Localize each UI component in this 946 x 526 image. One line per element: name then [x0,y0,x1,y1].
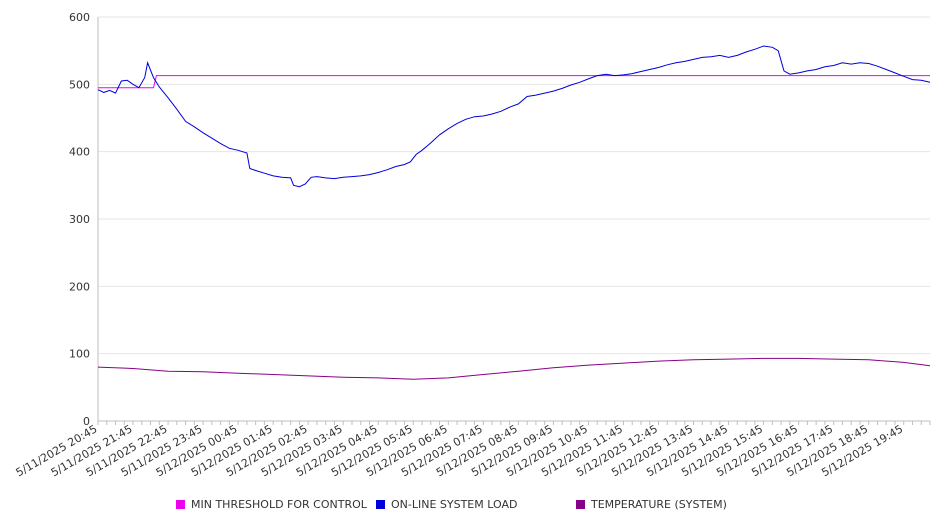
y-tick-label: 600 [69,11,90,24]
series-line-min-threshold-for-control [98,75,930,89]
axes [97,17,931,425]
y-tick-label: 500 [69,78,90,91]
series-line-temperature-system [97,357,931,380]
legend-label: ON-LINE SYSTEM LOAD [391,498,518,511]
series-lines [97,45,931,380]
y-tick-label: 400 [69,146,90,159]
legend-swatch [576,500,585,509]
y-tick-label: 0 [83,415,90,428]
y-tick-label: 200 [69,280,90,293]
series-line-on-line-system-load [97,45,931,188]
legend-label: MIN THRESHOLD FOR CONTROL [191,498,367,511]
legend-swatch [176,500,185,509]
legend-swatch [376,500,385,509]
y-axis-ticks: 0 100 200 300 400 500 600 [69,11,90,428]
legend-item: TEMPERATURE (SYSTEM) [576,498,727,511]
legend-item: MIN THRESHOLD FOR CONTROL [176,498,367,511]
chart-legend: MIN THRESHOLD FOR CONTROL ON-LINE SYSTEM … [0,498,946,514]
y-tick-label: 100 [69,348,90,361]
legend-item: ON-LINE SYSTEM LOAD [376,498,517,511]
legend-label: TEMPERATURE (SYSTEM) [591,498,727,511]
x-axis-ticks: 5/11/2025 20:455/11/2025 21:455/11/2025 … [14,422,906,479]
y-tick-label: 300 [69,213,90,226]
gridlines [98,16,930,355]
